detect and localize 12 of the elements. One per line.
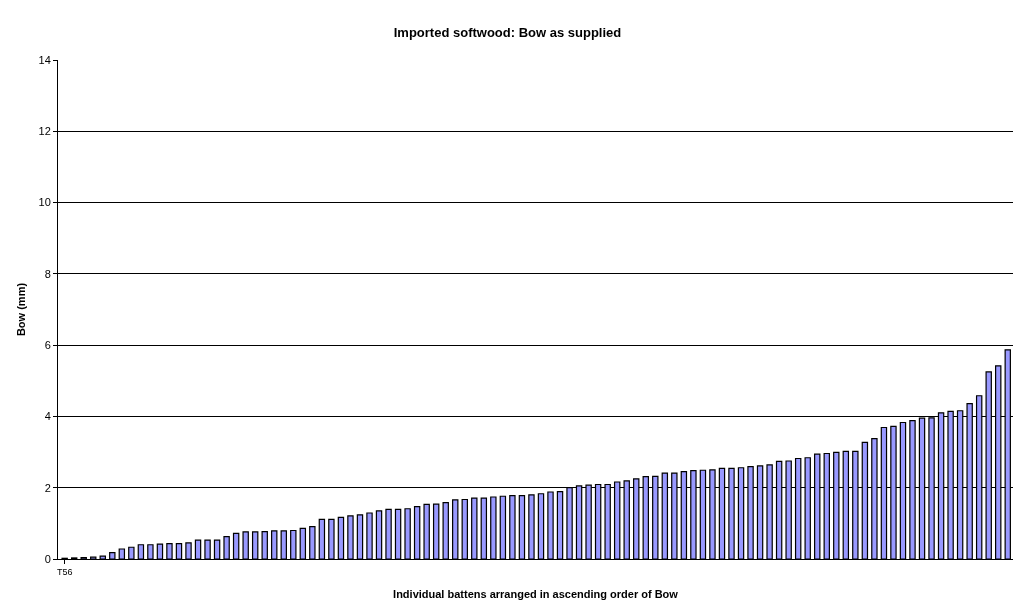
y-tick-label: 12 [38,125,51,138]
y-tick-label: 14 [38,53,51,66]
y-tick-label: 8 [44,267,51,280]
y-tick-label: 10 [38,196,51,209]
y-tick-label: 2 [44,481,51,494]
y-tick-label: 6 [44,338,51,351]
y-tick-label: 0 [44,552,51,565]
chart-title: Imported softwood: Bow as supplied [393,24,622,40]
x-tick-label: T56 [56,566,73,577]
y-axis-title: Bow (mm) [15,282,28,337]
x-axis-title: Individual battens arranged in ascending order of Bow [393,588,679,600]
y-tick-label: 4 [44,410,51,423]
